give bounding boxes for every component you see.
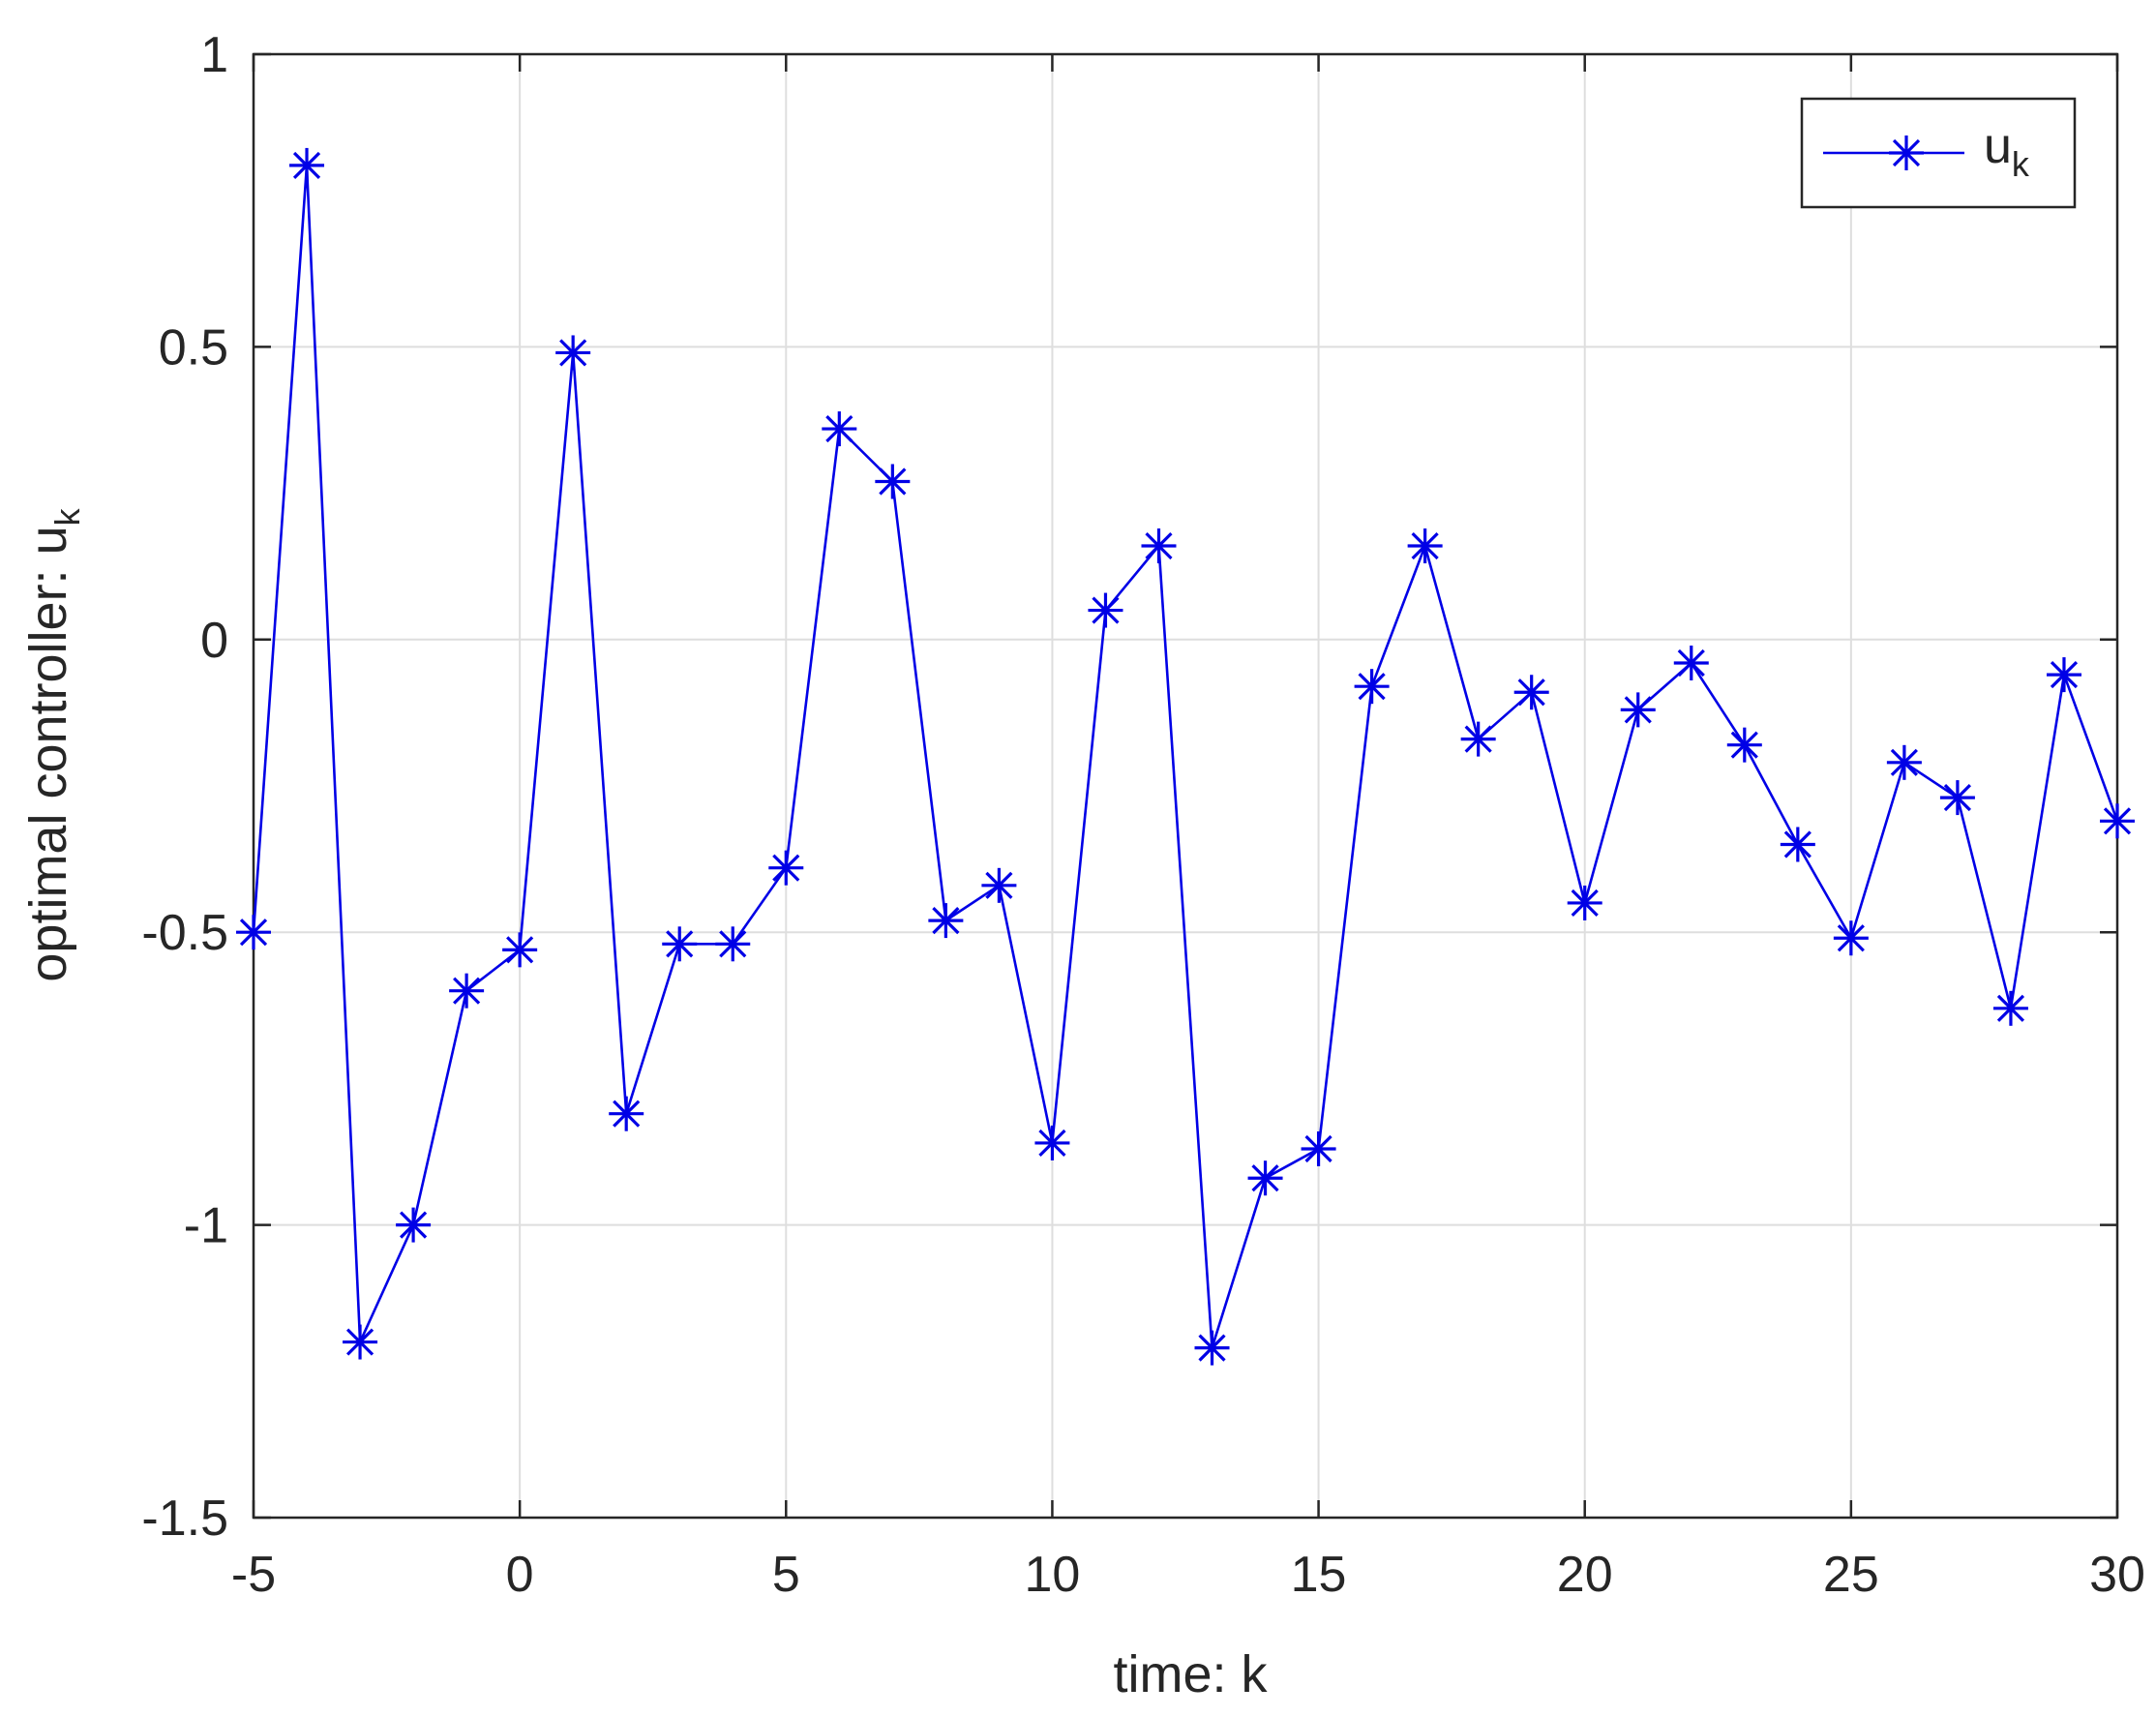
plot-frame — [252, 52, 2119, 1520]
data-point-marker — [555, 335, 591, 371]
data-point-marker — [928, 903, 964, 939]
x-axis-label: time: k — [1113, 1645, 1268, 1703]
y-tick-label: -1 — [184, 1198, 228, 1254]
data-point-marker — [449, 973, 485, 1009]
series-line-uk — [252, 165, 2119, 1348]
data-point-marker — [2100, 803, 2135, 839]
data-point-marker — [1407, 528, 1443, 564]
x-tick-label: -5 — [231, 1547, 276, 1603]
data-point-marker — [1460, 721, 1496, 757]
y-axis-label-subscript: k — [47, 507, 87, 526]
data-point-marker — [1088, 592, 1123, 628]
data-point-marker — [2046, 657, 2081, 693]
data-point-marker — [1034, 1125, 1070, 1160]
data-point-marker — [981, 867, 1017, 903]
legend-entry-label: uk — [1984, 118, 2030, 184]
x-tick-label: 20 — [1557, 1547, 1613, 1603]
data-point-marker — [1673, 645, 1709, 680]
x-tick-label: 30 — [2089, 1547, 2145, 1603]
data-point-marker — [1194, 1330, 1230, 1366]
data-point-marker — [609, 1096, 644, 1131]
data-point-marker — [1301, 1130, 1336, 1166]
x-tick-label: 5 — [772, 1547, 800, 1603]
svg-text:optimal controller: uk: optimal controller: uk — [19, 507, 87, 981]
data-point-marker — [875, 464, 911, 499]
tick-labels: -5 0 5 10 15 20 25 30 -1.5 -1 -0.5 0 0.5 1 — [141, 27, 2145, 1603]
data-point-marker — [502, 932, 538, 968]
data-point-marker — [1354, 669, 1390, 705]
data-point-marker — [1780, 827, 1815, 862]
y-tick-label: 1 — [200, 27, 228, 83]
legend: uk — [1800, 97, 2077, 209]
data-point-marker — [1141, 528, 1177, 564]
data-point-marker — [1939, 780, 1975, 816]
data-point-marker — [1726, 727, 1762, 763]
data-point-marker — [715, 926, 751, 962]
data-point-marker — [768, 850, 804, 886]
data-point-marker — [1886, 744, 1922, 780]
data-point-marker — [1992, 990, 2028, 1026]
x-tick-label: 10 — [1025, 1547, 1081, 1603]
data-point-marker — [396, 1207, 432, 1243]
y-tick-label: 0 — [200, 613, 228, 669]
y-axis-label: optimal controller: uk — [19, 507, 87, 981]
data-point-marker — [236, 915, 271, 950]
grid-lines — [254, 54, 2117, 1518]
y-axis-label-main: optimal controller: u — [19, 526, 77, 981]
x-tick-label: 15 — [1291, 1547, 1347, 1603]
data-point-marker — [1889, 136, 1924, 170]
data-point-marker — [343, 1324, 378, 1360]
x-tick-label: 0 — [506, 1547, 534, 1603]
data-point-marker — [1247, 1160, 1283, 1196]
series-layer — [236, 147, 2135, 1366]
data-point-marker — [1513, 675, 1549, 710]
y-tick-label: -1.5 — [141, 1491, 228, 1547]
data-point-marker — [1620, 692, 1656, 728]
data-point-marker — [822, 411, 857, 447]
data-point-marker — [662, 926, 698, 962]
data-point-marker — [1833, 920, 1869, 956]
y-tick-label: 0.5 — [159, 319, 228, 376]
data-point-marker — [289, 147, 325, 183]
axes — [252, 52, 2119, 1520]
x-tick-label: 25 — [1823, 1547, 1879, 1603]
data-point-marker — [1567, 885, 1602, 920]
y-tick-label: -0.5 — [141, 905, 228, 961]
